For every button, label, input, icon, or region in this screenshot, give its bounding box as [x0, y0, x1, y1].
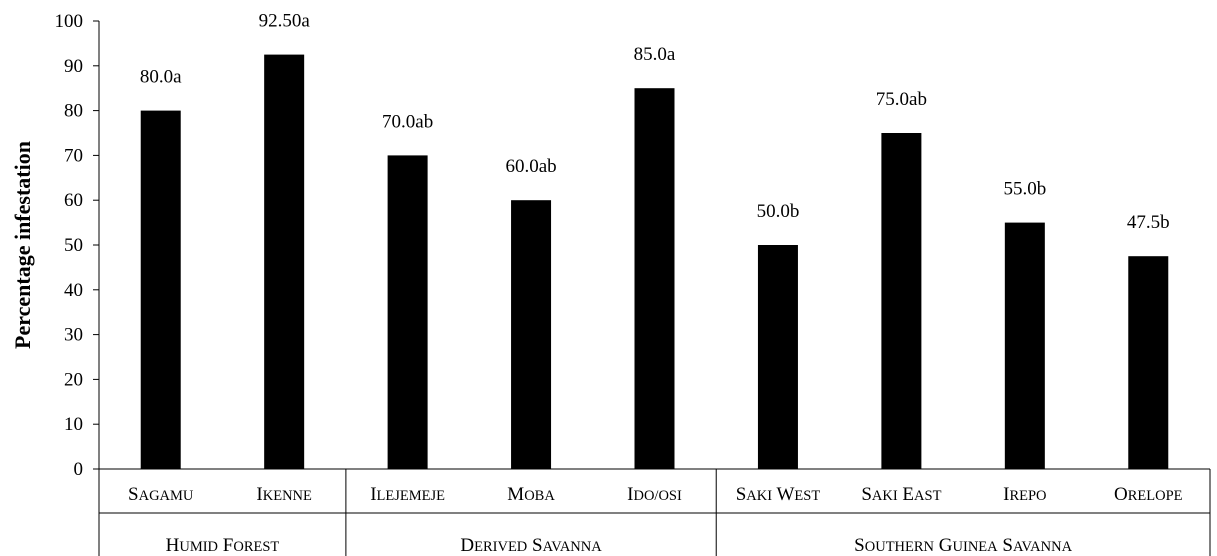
bars: [140, 54, 1169, 469]
x-category-label: SAKI EAST: [861, 484, 941, 505]
y-tick-label: 90: [64, 56, 83, 77]
bar: [140, 110, 181, 469]
data-label: 92.50a: [259, 11, 311, 32]
x-category-label: IDO/OSI: [627, 484, 682, 505]
x-category-label: ILEJEMEJE: [370, 484, 445, 505]
bar: [634, 88, 675, 469]
y-tick-label: 70: [64, 145, 83, 166]
data-label: 75.0ab: [876, 89, 927, 110]
y-axis-title-group: Percentage infestation: [10, 141, 35, 349]
data-label: 80.0a: [140, 67, 182, 88]
y-tick-label: 0: [74, 459, 84, 480]
data-label: 47.5b: [1127, 212, 1170, 233]
data-label: 85.0a: [634, 44, 676, 65]
y-tick-label: 60: [64, 190, 83, 211]
x-category-label: SAKI WEST: [736, 484, 821, 505]
bar: [1128, 256, 1169, 469]
x-category-labels: SAGAMU IKENNE ILEJEMEJE MOBA IDO/OSI SAKI WES…: [128, 484, 1183, 505]
y-tick-label: 80: [64, 101, 83, 122]
x-group-label: HUMID FOREST: [166, 535, 280, 556]
y-tick-label: 10: [64, 414, 83, 435]
y-tick-label: 20: [64, 369, 83, 390]
data-label: 60.0ab: [505, 156, 556, 177]
bar: [757, 245, 798, 469]
x-group-label: DERIVED SAVANNA: [460, 535, 602, 556]
bar: [1004, 222, 1045, 469]
bar: [264, 54, 305, 469]
y-ticks: 0 10 20 30 40 50 60 70 80 90 100: [55, 11, 99, 480]
y-axis-title: Percentage infestation: [10, 141, 35, 349]
x-category-label: MOBA: [507, 484, 555, 505]
bar: [511, 200, 552, 469]
x-category-label: IKENNE: [256, 484, 312, 505]
x-category-label: IREPO: [1003, 484, 1046, 505]
x-category-label: ORELOPE: [1114, 484, 1183, 505]
y-tick-label: 30: [64, 325, 83, 346]
data-label: 70.0ab: [382, 111, 433, 132]
y-tick-label: 50: [64, 235, 83, 256]
x-group-label: SOUTHERN GUINEA SAVANNA: [854, 535, 1072, 556]
data-label: 55.0b: [1003, 179, 1046, 200]
data-labels: 80.0a 92.50a 70.0ab 60.0ab 85.0a 50.0b 75.0ab 5…: [140, 11, 1170, 234]
x-category-label: SAGAMU: [128, 484, 194, 505]
y-tick-label: 40: [64, 280, 83, 301]
y-tick-label: 100: [55, 11, 84, 32]
bar: [881, 133, 922, 469]
x-group-labels: HUMID FOREST DERIVED SAVANNA SOUTHERN GUIN…: [166, 535, 1073, 556]
data-label: 50.0b: [757, 201, 800, 222]
bar: [387, 155, 428, 469]
